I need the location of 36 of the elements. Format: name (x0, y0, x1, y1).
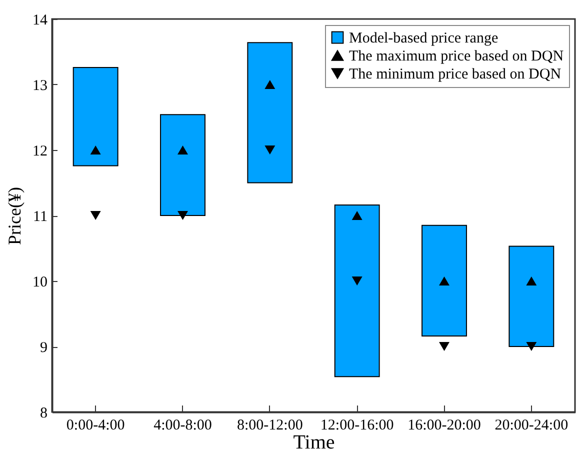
y-tick-label: 8 (40, 406, 48, 422)
point (178, 210, 188, 220)
y-tick-label: 13 (32, 78, 48, 94)
point (178, 145, 188, 155)
bar (72, 66, 118, 166)
bar (334, 204, 380, 378)
legend-label: The maximum price based on DQN (349, 48, 564, 64)
y-tick-label: 14 (32, 12, 48, 28)
bar (247, 42, 293, 184)
point (352, 276, 362, 286)
point (526, 342, 537, 352)
x-axis-title: Time (293, 432, 335, 454)
point (264, 80, 276, 90)
point (90, 145, 101, 155)
point (352, 210, 362, 220)
bar (160, 114, 206, 216)
bar (422, 224, 467, 337)
bar (508, 246, 554, 347)
point (264, 145, 276, 155)
y-tick-label: 10 (32, 274, 48, 290)
point (90, 210, 101, 220)
point (439, 342, 450, 352)
x-tick-label: 16:00-20:00 (408, 418, 481, 434)
legend-label: Model-based price range (349, 30, 498, 46)
point (439, 276, 450, 286)
y-tick-label: 11 (33, 209, 48, 225)
x-tick-label: 8:00-12:00 (236, 418, 303, 434)
x-tick-label: 20:00-24:00 (494, 418, 568, 434)
point (526, 276, 537, 286)
y-tick-label: 9 (40, 340, 48, 356)
x-tick-label: 0:00-4:00 (66, 418, 125, 434)
x-tick-label: 4:00-8:00 (154, 418, 212, 434)
legend-label: The minimum price based on DQN (349, 66, 562, 82)
y-axis-title: Price(¥) (4, 187, 24, 245)
y-tick-label: 12 (32, 144, 48, 160)
x-tick-label: 12:00-16:00 (320, 418, 394, 434)
